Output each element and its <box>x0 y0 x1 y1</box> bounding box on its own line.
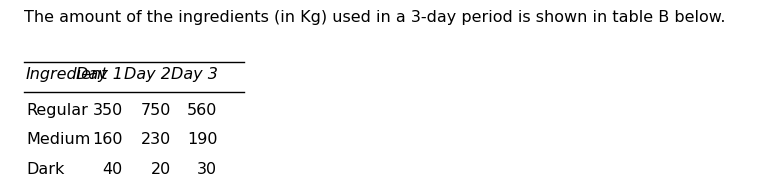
Text: 750: 750 <box>141 103 171 118</box>
Text: 40: 40 <box>103 162 123 177</box>
Text: 350: 350 <box>93 103 123 118</box>
Text: 190: 190 <box>187 132 217 147</box>
Text: The amount of the ingredients (in Kg) used in a 3-day period is shown in table B: The amount of the ingredients (in Kg) us… <box>24 10 726 25</box>
Text: Medium: Medium <box>26 132 90 147</box>
Text: 30: 30 <box>197 162 217 177</box>
Text: Day 1: Day 1 <box>76 67 123 82</box>
Text: Day 3: Day 3 <box>171 67 217 82</box>
Text: 230: 230 <box>141 132 171 147</box>
Text: 20: 20 <box>151 162 171 177</box>
Text: 560: 560 <box>187 103 217 118</box>
Text: Regular: Regular <box>26 103 88 118</box>
Text: Ingredient: Ingredient <box>26 67 108 82</box>
Text: Dark: Dark <box>26 162 64 177</box>
Text: 160: 160 <box>93 132 123 147</box>
Text: Day 2: Day 2 <box>124 67 171 82</box>
